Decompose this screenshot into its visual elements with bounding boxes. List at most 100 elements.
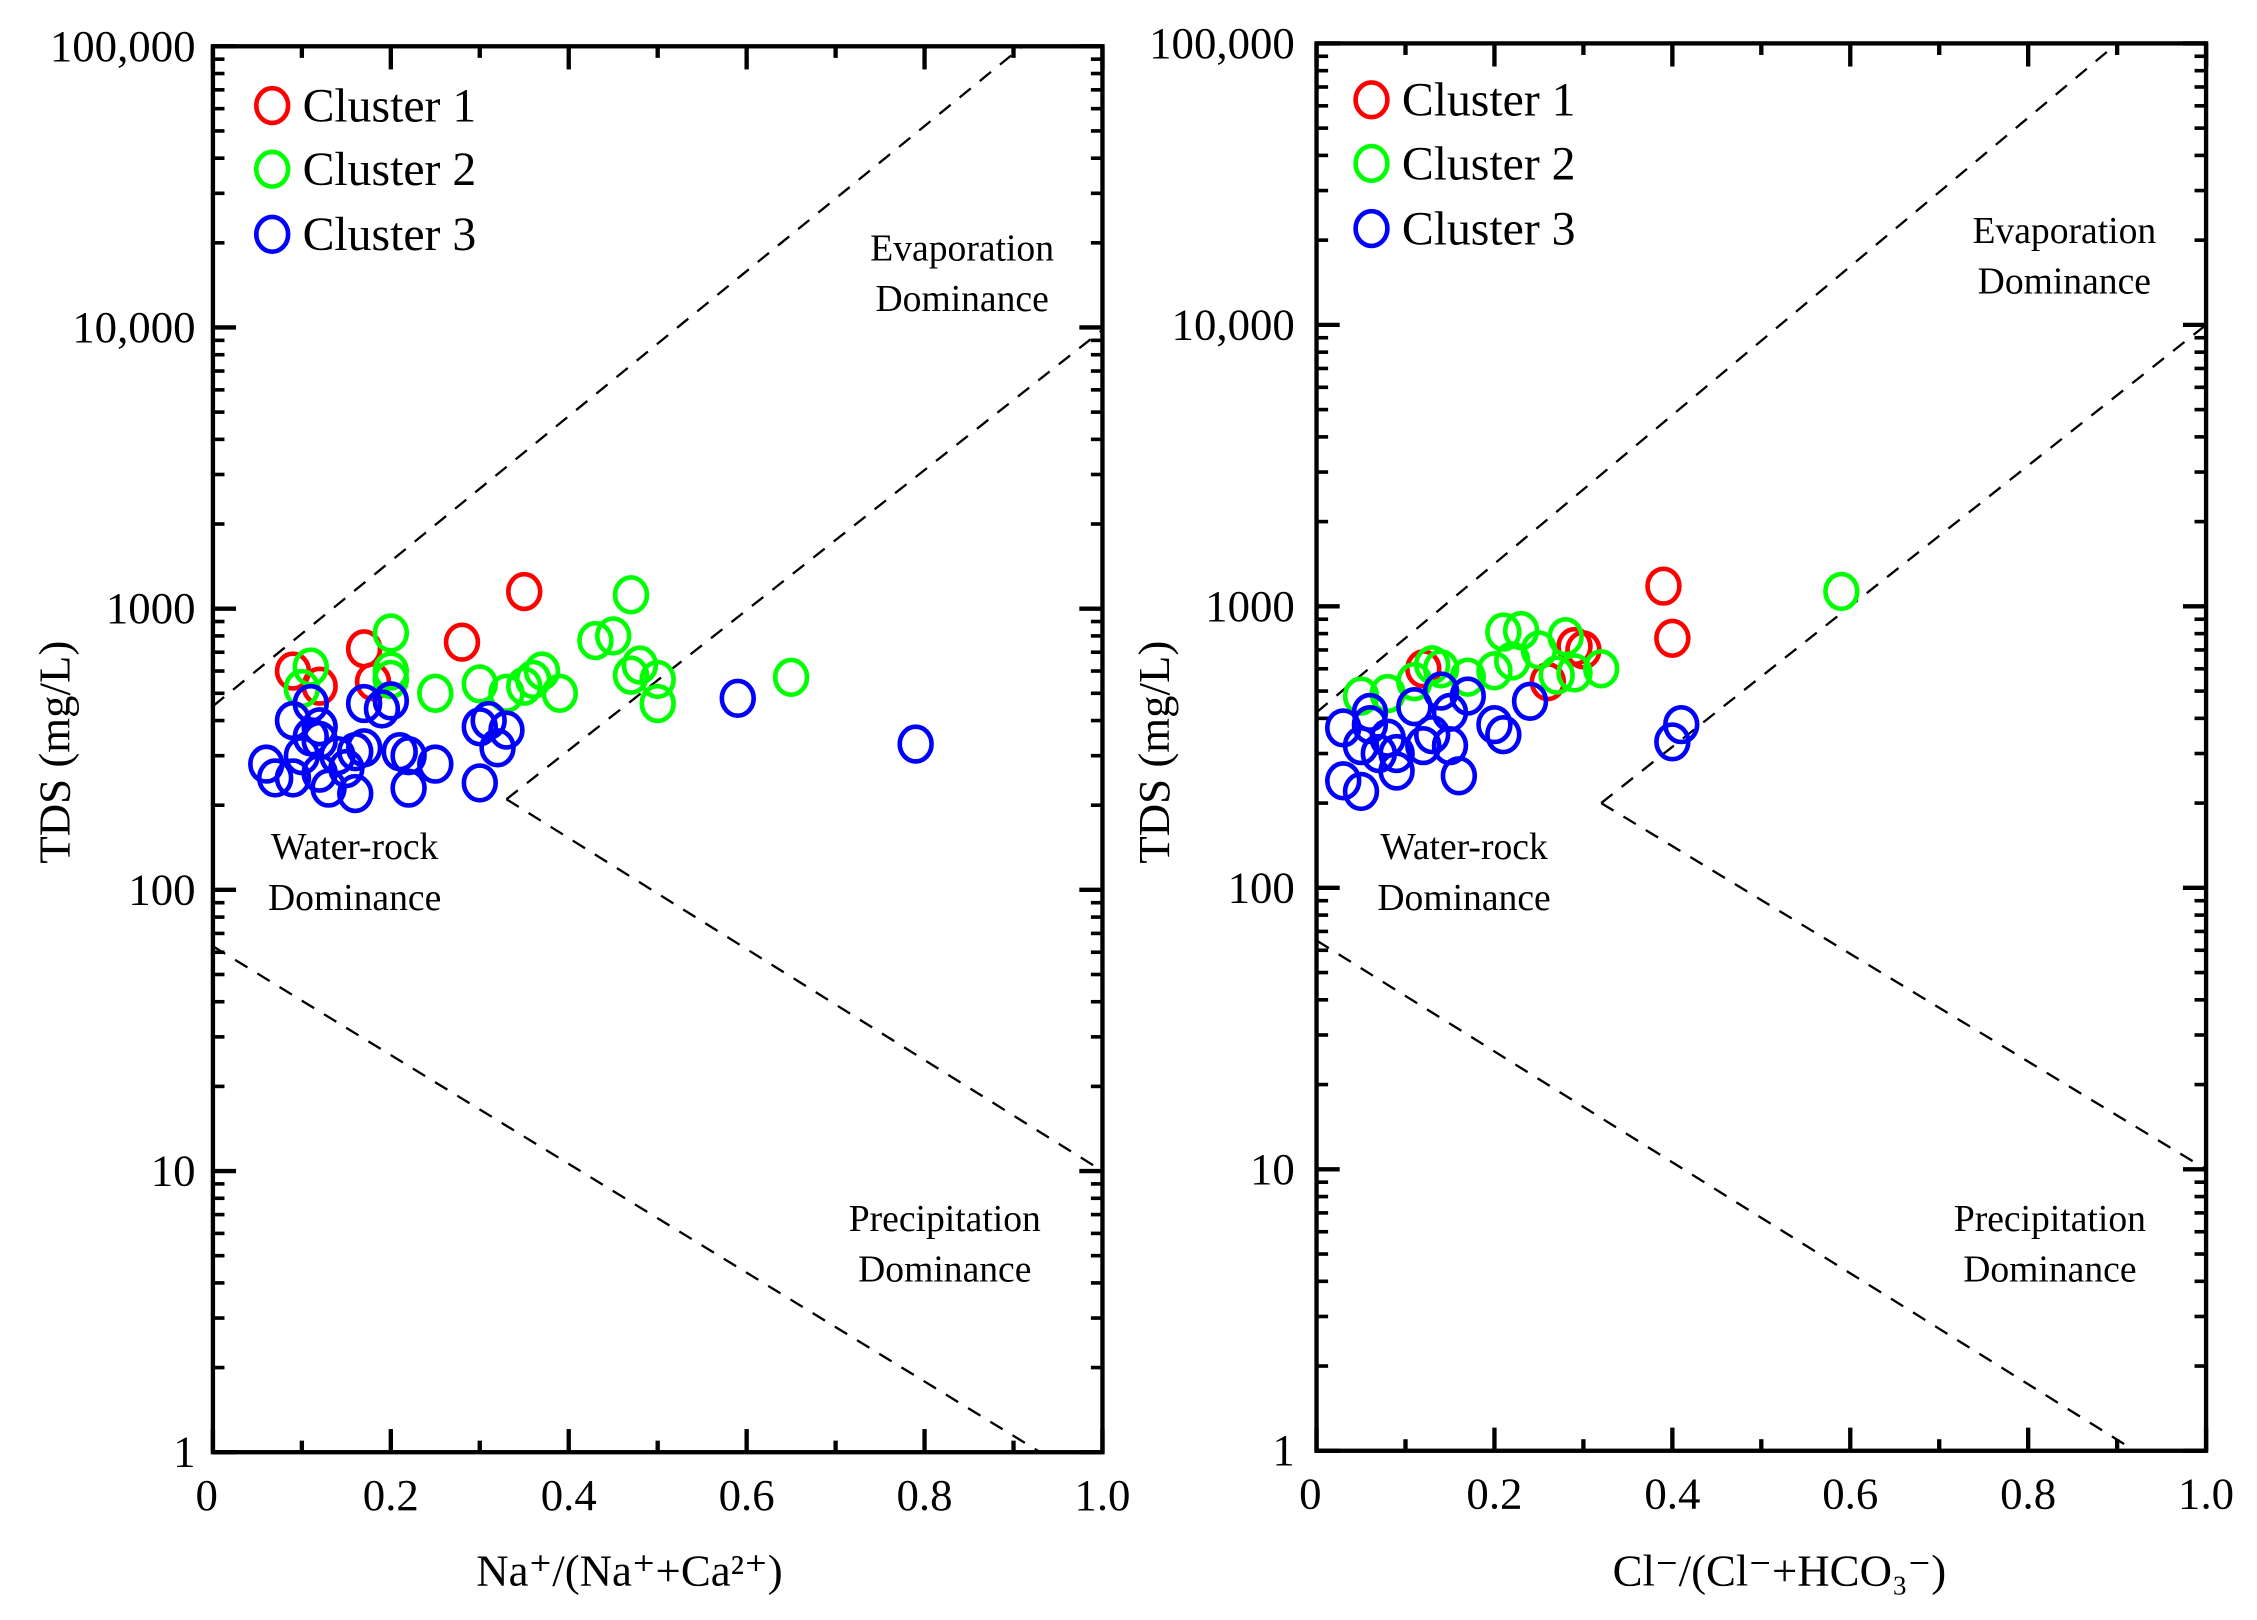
y-tick-label: 100 — [128, 864, 195, 914]
x-tick-label: 0 — [196, 1470, 218, 1520]
data-point — [1582, 649, 1620, 689]
data-point — [1449, 676, 1486, 716]
region-annotation: Dominance — [1377, 877, 1550, 919]
region-annotation: Water-rock — [271, 826, 439, 868]
series-cluster-3 — [1324, 671, 1700, 812]
region-annotation: Evaporation — [1972, 210, 2156, 252]
x-tick-label: 0.6 — [719, 1470, 775, 1520]
legend-label: Cluster 2 — [1402, 137, 1576, 190]
data-point — [1511, 681, 1549, 721]
legend-marker — [1353, 143, 1390, 184]
data-point — [461, 763, 499, 803]
region-annotation: Precipitation — [849, 1198, 1041, 1240]
boundary-line — [212, 45, 1024, 708]
data-point — [1351, 692, 1389, 733]
boundary-line — [1600, 802, 2207, 1171]
x-tick-label: 0 — [1299, 1469, 1321, 1519]
data-point — [417, 744, 454, 784]
data-point — [523, 651, 561, 691]
data-point — [1476, 651, 1513, 691]
data-point — [1823, 571, 1860, 612]
y-tick-label: 10 — [1250, 1144, 1295, 1194]
data-point — [1556, 653, 1593, 693]
legend-label: Cluster 2 — [303, 143, 477, 196]
boundary-line — [505, 329, 1104, 801]
plot-panel-1: 1 10 100 1000 10,000 100,000 0 0.2 0.4 0.6 0.8 1.0 N… — [30, 21, 1131, 1596]
x-tick-label: 0.2 — [363, 1470, 419, 1520]
boundary-line — [1315, 42, 2118, 714]
legend: Cluster 1 Cluster 2 Cluster 3 — [1353, 74, 1576, 255]
data-point — [1378, 751, 1415, 791]
data-point — [612, 575, 650, 615]
data-point — [541, 673, 579, 713]
region-annotation: Dominance — [858, 1249, 1031, 1291]
data-point — [274, 758, 312, 798]
data-point — [1440, 756, 1478, 796]
y-tick-label: 1000 — [106, 583, 196, 633]
data-point — [612, 655, 650, 695]
data-point — [345, 728, 383, 768]
x-axis-title: Na⁺/(Na⁺+Ca²⁺) — [476, 1545, 782, 1595]
data-point — [256, 758, 294, 798]
y-axis-title: TDS (mg/L) — [30, 641, 80, 864]
region-annotation: Precipitation — [1954, 1198, 2146, 1240]
data-point — [1422, 671, 1460, 711]
data-point — [506, 571, 543, 612]
data-point — [1413, 715, 1451, 755]
region-annotation: Dominance — [1963, 1249, 2136, 1291]
y-tick-label: 1000 — [1205, 581, 1295, 631]
data-point — [301, 707, 338, 747]
legend-label: Cluster 3 — [303, 208, 477, 261]
y-tick-label: 10,000 — [72, 302, 195, 352]
data-point — [292, 647, 329, 687]
data-point — [1378, 733, 1415, 774]
data-point — [594, 616, 632, 656]
x-axis-title: Cl⁻/(Cl⁻+HCO₃⁻) — [1613, 1545, 1947, 1595]
data-point — [1538, 655, 1575, 695]
legend: Cluster 1 Cluster 2 Cluster 3 — [253, 80, 477, 261]
region-annotation: Dominance — [876, 278, 1049, 320]
data-point — [337, 773, 374, 814]
y-tick-label: 100,000 — [1149, 18, 1295, 68]
data-point — [639, 683, 676, 724]
y-axis-title: TDS (mg/L) — [1129, 641, 1179, 864]
y-tick-label: 10 — [151, 1145, 196, 1195]
x-tick-label: 0.4 — [541, 1470, 597, 1520]
data-point — [345, 683, 383, 724]
plot-panel-2: 1 10 100 1000 10,000 100,000 0 0.2 0.4 0.6 0.8 1.0 C… — [1129, 18, 2234, 1595]
legend-marker — [1353, 208, 1390, 249]
data-point — [1663, 704, 1700, 745]
y-tick-label: 100,000 — [50, 21, 196, 71]
data-point — [1324, 761, 1362, 801]
data-point — [772, 657, 810, 697]
y-tick-label: 1 — [1272, 1425, 1294, 1475]
data-point — [390, 736, 427, 776]
data-point — [470, 700, 507, 741]
legend-marker — [253, 214, 291, 254]
data-point — [1645, 566, 1682, 606]
data-point — [372, 681, 410, 721]
boundary-line — [212, 945, 1041, 1454]
data-point — [390, 768, 427, 808]
data-point — [1476, 704, 1513, 745]
x-tick-label: 0.6 — [1822, 1469, 1878, 1519]
legend-label: Cluster 1 — [303, 80, 477, 133]
data-point — [577, 620, 614, 661]
data-point — [443, 622, 481, 662]
x-tick-label: 0.8 — [2000, 1469, 2056, 1519]
data-point — [1654, 618, 1691, 658]
y-tick-label: 1 — [173, 1427, 195, 1477]
legend-marker — [1353, 80, 1390, 120]
data-point — [1485, 715, 1522, 755]
region-annotation: Dominance — [1978, 261, 2151, 303]
region-annotation: Evaporation — [870, 227, 1054, 269]
boundary-line — [505, 798, 1104, 1173]
x-tick-label: 1.0 — [2178, 1469, 2234, 1519]
x-tick-label: 1.0 — [1074, 1470, 1130, 1520]
series-cluster-2 — [283, 575, 810, 724]
region-annotation: Dominance — [268, 877, 441, 919]
x-tick-label: 0.4 — [1644, 1469, 1700, 1519]
data-point — [897, 724, 934, 764]
data-point — [1405, 725, 1442, 766]
